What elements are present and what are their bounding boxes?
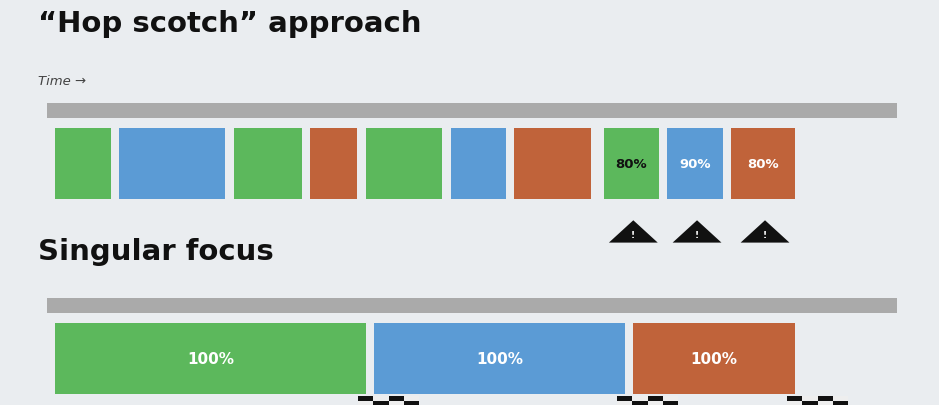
- Bar: [365, 129, 442, 200]
- Text: Time →: Time →: [38, 75, 85, 88]
- Text: 100%: 100%: [476, 351, 523, 366]
- Bar: [373, 401, 389, 405]
- Text: Singular focus: Singular focus: [38, 237, 273, 265]
- Bar: [731, 129, 794, 200]
- Bar: [833, 401, 848, 405]
- Bar: [311, 129, 357, 200]
- Bar: [633, 401, 648, 405]
- Bar: [55, 129, 111, 200]
- Text: !: !: [631, 230, 636, 239]
- Bar: [373, 396, 389, 401]
- Text: 100%: 100%: [187, 351, 234, 366]
- Bar: [55, 323, 365, 394]
- Text: !: !: [763, 230, 767, 239]
- Polygon shape: [672, 221, 721, 243]
- Bar: [374, 323, 624, 394]
- Polygon shape: [741, 221, 790, 243]
- Bar: [803, 396, 818, 401]
- Bar: [648, 401, 663, 405]
- Bar: [119, 129, 225, 200]
- Bar: [617, 401, 633, 405]
- Text: 90%: 90%: [679, 158, 711, 171]
- Bar: [818, 396, 833, 401]
- Bar: [818, 401, 833, 405]
- Bar: [404, 401, 419, 405]
- Bar: [234, 129, 302, 200]
- Bar: [787, 396, 803, 401]
- Bar: [358, 401, 373, 405]
- Bar: [389, 396, 404, 401]
- Bar: [663, 396, 678, 401]
- Text: !: !: [695, 230, 700, 239]
- Bar: [389, 401, 404, 405]
- Bar: [451, 129, 506, 200]
- Bar: [648, 396, 663, 401]
- Bar: [604, 129, 659, 200]
- Text: 80%: 80%: [615, 158, 647, 171]
- Bar: [515, 129, 591, 200]
- Bar: [358, 396, 373, 401]
- Text: “Hop scotch” approach: “Hop scotch” approach: [38, 10, 421, 38]
- Bar: [663, 401, 678, 405]
- Bar: [668, 129, 722, 200]
- Bar: [404, 396, 419, 401]
- Bar: [47, 298, 897, 313]
- Bar: [787, 401, 803, 405]
- Bar: [633, 396, 648, 401]
- Bar: [833, 396, 848, 401]
- Bar: [803, 401, 818, 405]
- Bar: [47, 104, 897, 119]
- Bar: [633, 323, 794, 394]
- Text: 100%: 100%: [690, 351, 737, 366]
- Polygon shape: [608, 221, 657, 243]
- Text: 80%: 80%: [747, 158, 778, 171]
- Bar: [617, 396, 633, 401]
